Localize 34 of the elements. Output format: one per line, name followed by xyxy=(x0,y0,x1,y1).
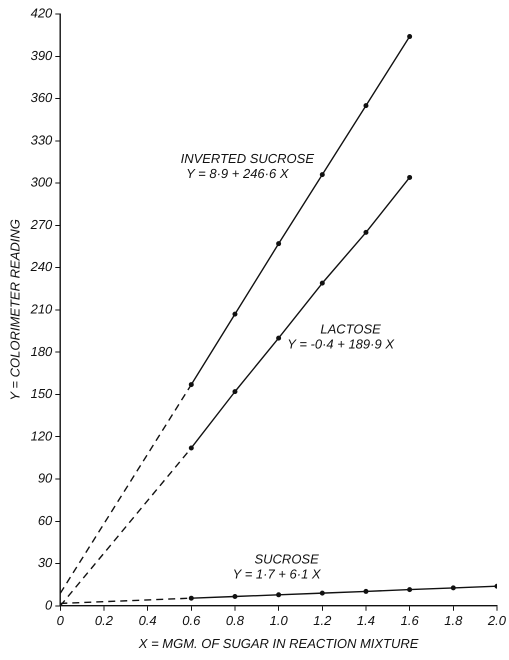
y-axis-title: Y = COLORIMETER READING xyxy=(7,219,22,401)
x-tick-label: 0.8 xyxy=(226,613,245,628)
y-tick-label: 90 xyxy=(38,470,54,486)
annotation: Y = 1·7 + 6·1 X xyxy=(232,566,322,582)
y-tick-label: 180 xyxy=(30,344,54,359)
x-tick-label: 0.2 xyxy=(94,613,114,628)
x-tick-label: 1.6 xyxy=(400,613,420,628)
x-tick-label: 2.0 xyxy=(486,613,507,628)
y-tick-label: 420 xyxy=(30,6,54,21)
x-tick-label: 0.4 xyxy=(138,613,157,628)
y-tick-label: 210 xyxy=(30,302,54,317)
x-tick-label: 1.2 xyxy=(313,613,332,628)
y-tick-label: 240 xyxy=(30,259,54,274)
y-tick-label: 0 xyxy=(45,597,54,612)
x-tick-label: 1.8 xyxy=(444,613,464,628)
series-label: SUCROSE xyxy=(254,551,320,566)
y-tick-label: 390 xyxy=(30,48,54,63)
y-tick-label: 330 xyxy=(30,132,54,148)
series-label: INVERTED SUCROSE xyxy=(180,151,314,166)
annotation: Y = 8·9 + 246·6 X xyxy=(186,166,290,182)
x-tick-label: 1.0 xyxy=(270,613,288,628)
y-tick-label: 270 xyxy=(30,216,54,232)
x-tick-label: 1.4 xyxy=(356,613,375,628)
y-tick-label: 30 xyxy=(38,555,54,570)
y-tick-label: 300 xyxy=(30,174,54,190)
x-axis-title: X = MGM. OF SUGAR IN REACTION MIXTURE xyxy=(138,636,419,651)
annotation: Y = -0·4 + 189·9 X xyxy=(287,336,396,352)
x-tick-label: 0.6 xyxy=(182,613,202,628)
y-tick-label: 120 xyxy=(30,428,54,444)
y-tick-label: 60 xyxy=(38,512,54,528)
y-tick-label: 360 xyxy=(30,90,54,106)
series-label: LACTOSE xyxy=(320,322,382,337)
x-tick-label: 0 xyxy=(56,613,65,628)
y-tick-label: 150 xyxy=(30,386,54,402)
